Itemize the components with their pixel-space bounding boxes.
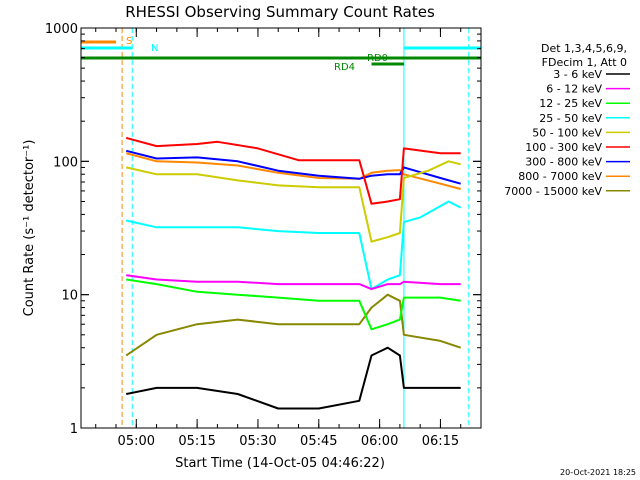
legend-entry-label: 6 - 12 keV (546, 83, 602, 96)
status-flag-label-rd0: RD0 (367, 53, 388, 64)
x-tick-label: 06:00 (361, 434, 398, 449)
series-line-7000-15000-kev (125, 293, 462, 357)
legend-entry-label: 100 - 300 keV (525, 141, 602, 154)
legend-entry-label: 3 - 6 keV (553, 68, 602, 81)
chart-title: RHESSI Observing Summary Count Rates (125, 3, 435, 21)
y-tick-label: 1 (70, 422, 78, 437)
x-axis-label: Start Time (14-Oct-05 04:46:22) (175, 456, 385, 471)
y-axis-label: Count Rate (s⁻¹ detector⁻¹) (22, 140, 37, 317)
legend-entry-label: 50 - 100 keV (532, 126, 602, 139)
x-tick-label: 05:15 (178, 434, 215, 449)
series-line-100-300-kev (125, 136, 461, 205)
series-line-25-50-kev (125, 200, 462, 291)
x-tick-label: 05:30 (239, 434, 276, 449)
legend-entry-label: 25 - 50 keV (539, 112, 602, 125)
legend-entry-label: 300 - 800 keV (525, 156, 602, 169)
series-line-6-12-kev (126, 274, 461, 291)
plot-frame (80, 27, 482, 429)
series-line-12-25-kev (126, 278, 461, 331)
axes-layer: 1 10 100 1000 05:00 05:15 05:30 05:45 06:00 06:15 (45, 22, 482, 449)
y-tick-label: 1000 (45, 22, 78, 37)
footer-timestamp: 20-Oct-2021 18:25 (560, 468, 636, 477)
y-tick-label: 100 (53, 155, 78, 170)
legend-entry-label: 12 - 25 keV (539, 97, 602, 110)
series-line-50-100-kev (125, 160, 461, 243)
legend-header-2: FDecim 1, Att 0 (542, 56, 627, 69)
legend-entry-label: 7000 - 15000 keV (504, 185, 602, 198)
y-tick-label: 10 (61, 289, 78, 304)
status-flag-label-n: N (151, 43, 158, 54)
x-tick-label: 05:00 (118, 434, 155, 449)
data-layer: S N RD0 RD4 (81, 28, 481, 428)
status-flag-label-s: S (126, 36, 132, 47)
series-line-300-800-kev (125, 149, 461, 185)
legend-header-1: Det 1,3,4,5,6,9, (541, 42, 627, 55)
x-tick-label: 05:45 (300, 434, 337, 449)
status-flag-label-rd4: RD4 (334, 62, 355, 73)
series-line-3-6-kev (126, 346, 461, 410)
x-tick-label: 06:15 (422, 434, 459, 449)
legend-entry-label: 800 - 7000 keV (518, 170, 602, 183)
